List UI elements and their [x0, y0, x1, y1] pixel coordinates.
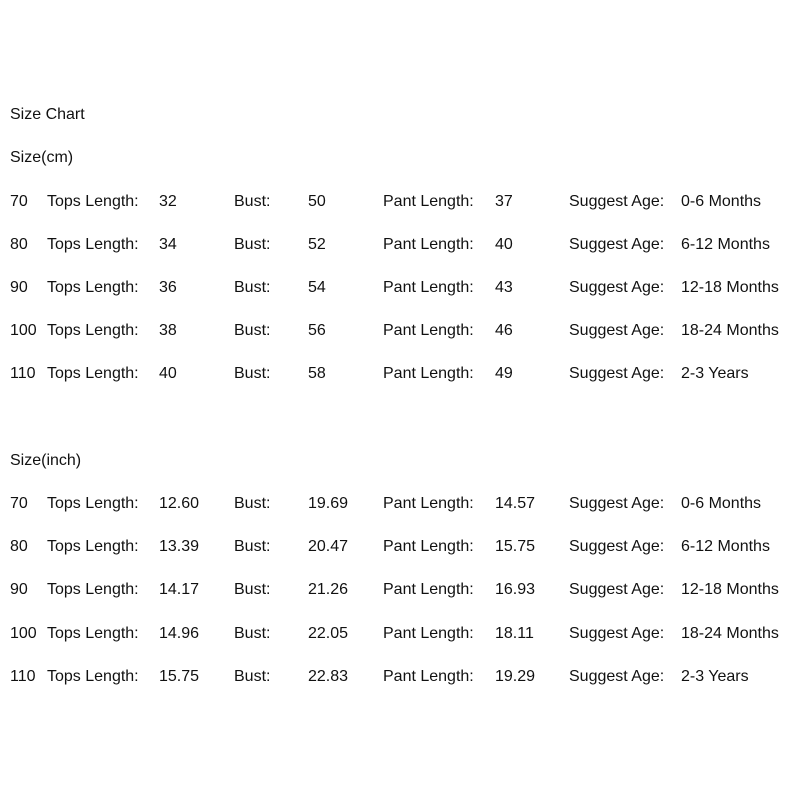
suggest-age-value: 12-18 Months	[681, 279, 779, 296]
pant-length-value: 37	[495, 193, 513, 210]
pant-length-label: Pant Length:	[383, 495, 474, 512]
bust-label: Bust:	[234, 538, 271, 555]
suggest-age-value: 6-12 Months	[681, 538, 770, 555]
size-value: 100	[10, 625, 37, 642]
pant-length-value: 43	[495, 279, 513, 296]
section-heading: Size(inch)	[10, 452, 82, 469]
suggest-age-label: Suggest Age:	[569, 538, 665, 555]
tops-length-label: Tops Length:	[47, 322, 139, 339]
size-value: 90	[10, 581, 28, 598]
pant-length-label: Pant Length:	[383, 538, 474, 555]
suggest-age-label: Suggest Age:	[569, 625, 665, 642]
size-value: 70	[10, 495, 28, 512]
suggest-age-value: 0-6 Months	[681, 495, 762, 512]
suggest-age-value: 0-6 Months	[681, 193, 762, 210]
bust-label: Bust:	[234, 193, 271, 210]
suggest-age-label: Suggest Age:	[569, 581, 665, 598]
pant-length-label: Pant Length:	[383, 365, 474, 382]
size-value: 80	[10, 538, 28, 555]
tops-length-value: 13.39	[159, 538, 200, 555]
suggest-age-value: 2-3 Years	[681, 365, 749, 382]
bust-label: Bust:	[234, 668, 271, 685]
section-heading: Size(cm)	[10, 149, 74, 166]
tops-length-label: Tops Length:	[47, 668, 139, 685]
tops-length-value: 14.17	[159, 581, 200, 598]
bust-label: Bust:	[234, 625, 271, 642]
suggest-age-value: 2-3 Years	[681, 668, 749, 685]
suggest-age-value: 18-24 Months	[681, 625, 779, 642]
page-title: Size Chart	[10, 106, 85, 123]
bust-label: Bust:	[234, 236, 271, 253]
tops-length-label: Tops Length:	[47, 193, 139, 210]
size-value: 110	[10, 668, 36, 685]
size-value: 80	[10, 236, 28, 253]
pant-length-value: 40	[495, 236, 513, 253]
bust-label: Bust:	[234, 495, 271, 512]
tops-length-label: Tops Length:	[47, 279, 139, 296]
suggest-age-label: Suggest Age:	[569, 365, 665, 382]
tops-length-value: 15.75	[159, 668, 200, 685]
pant-length-label: Pant Length:	[383, 668, 474, 685]
pant-length-value: 14.57	[495, 495, 536, 512]
pant-length-label: Pant Length:	[383, 625, 474, 642]
bust-label: Bust:	[234, 279, 271, 296]
pant-length-value: 16.93	[495, 581, 536, 598]
tops-length-value: 32	[159, 193, 177, 210]
bust-value: 22.83	[308, 668, 349, 685]
tops-length-label: Tops Length:	[47, 625, 139, 642]
pant-length-value: 15.75	[495, 538, 536, 555]
tops-length-value: 34	[159, 236, 177, 253]
pant-length-label: Pant Length:	[383, 279, 474, 296]
size-value: 100	[10, 322, 37, 339]
size-value: 70	[10, 193, 28, 210]
bust-value: 52	[308, 236, 326, 253]
pant-length-label: Pant Length:	[383, 193, 474, 210]
tops-length-value: 12.60	[159, 495, 200, 512]
bust-value: 50	[308, 193, 326, 210]
pant-length-value: 18.11	[495, 625, 534, 642]
pant-length-value: 49	[495, 365, 513, 382]
tops-length-value: 40	[159, 365, 177, 382]
pant-length-label: Pant Length:	[383, 236, 474, 253]
size-value: 90	[10, 279, 28, 296]
suggest-age-value: 18-24 Months	[681, 322, 779, 339]
bust-value: 58	[308, 365, 326, 382]
bust-value: 22.05	[308, 625, 349, 642]
tops-length-label: Tops Length:	[47, 581, 139, 598]
bust-value: 56	[308, 322, 326, 339]
tops-length-value: 36	[159, 279, 177, 296]
bust-value: 20.47	[308, 538, 349, 555]
bust-value: 19.69	[308, 495, 349, 512]
suggest-age-value: 6-12 Months	[681, 236, 770, 253]
tops-length-label: Tops Length:	[47, 365, 139, 382]
suggest-age-label: Suggest Age:	[569, 668, 665, 685]
size-value: 110	[10, 365, 36, 382]
suggest-age-value: 12-18 Months	[681, 581, 779, 598]
suggest-age-label: Suggest Age:	[569, 193, 665, 210]
tops-length-label: Tops Length:	[47, 495, 139, 512]
bust-value: 54	[308, 279, 326, 296]
tops-length-label: Tops Length:	[47, 236, 139, 253]
suggest-age-label: Suggest Age:	[569, 322, 665, 339]
pant-length-value: 19.29	[495, 668, 536, 685]
suggest-age-label: Suggest Age:	[569, 495, 665, 512]
tops-length-value: 14.96	[159, 625, 200, 642]
tops-length-value: 38	[159, 322, 177, 339]
pant-length-value: 46	[495, 322, 513, 339]
suggest-age-label: Suggest Age:	[569, 279, 665, 296]
tops-length-label: Tops Length:	[47, 538, 139, 555]
pant-length-label: Pant Length:	[383, 322, 474, 339]
bust-label: Bust:	[234, 322, 271, 339]
suggest-age-label: Suggest Age:	[569, 236, 665, 253]
bust-label: Bust:	[234, 365, 271, 382]
pant-length-label: Pant Length:	[383, 581, 474, 598]
bust-label: Bust:	[234, 581, 271, 598]
bust-value: 21.26	[308, 581, 349, 598]
